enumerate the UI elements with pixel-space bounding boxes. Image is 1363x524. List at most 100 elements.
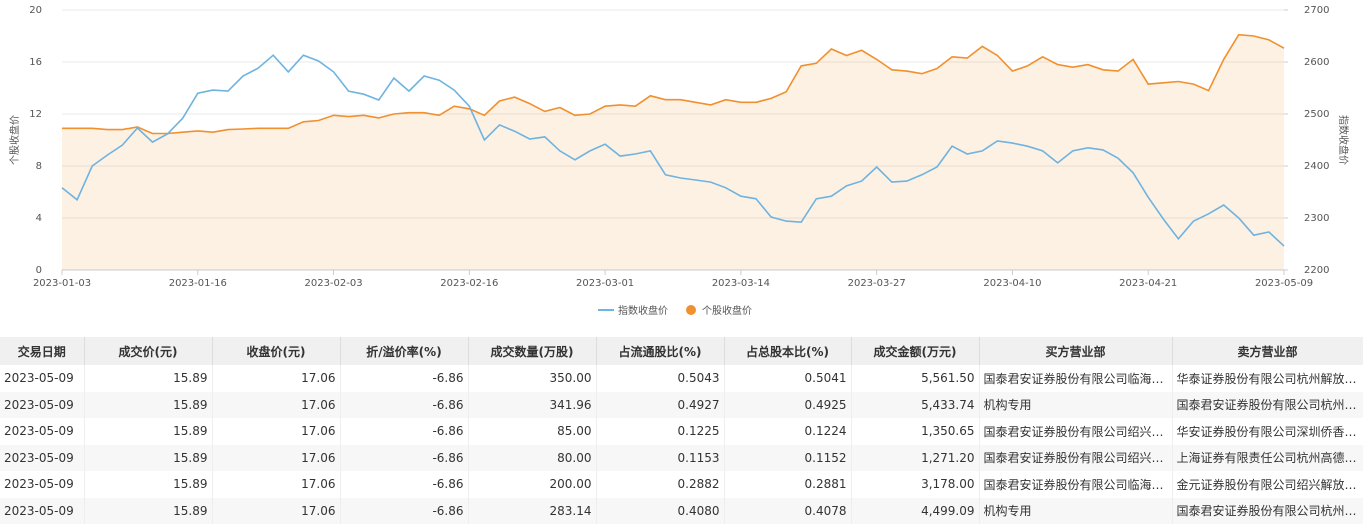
- table-cell: -6.86: [340, 471, 468, 498]
- table-cell: 国泰君安证券股份有限公司绍兴…: [979, 418, 1172, 445]
- y-tick-label: 4: [36, 213, 42, 224]
- table-cell: 15.89: [84, 365, 212, 392]
- y2-tick-label: 2700: [1304, 5, 1329, 16]
- table-cell: 85.00: [468, 418, 596, 445]
- table-cell: 金元证券股份有限公司绍兴解放…: [1172, 471, 1363, 498]
- table-cell: 17.06: [212, 471, 340, 498]
- table-cell: 机构专用: [979, 498, 1172, 524]
- y-tick-label: 16: [29, 57, 42, 68]
- table-cell: 机构专用: [979, 392, 1172, 419]
- table-cell: 0.4078: [724, 498, 851, 524]
- header-row: 交易日期成交价(元)收盘价(元)折/溢价率(%)成交数量(万股)占流通股比(%)…: [0, 337, 1363, 365]
- table-cell: 2023-05-09: [0, 365, 84, 392]
- table-cell: 华安证券股份有限公司深圳侨香…: [1172, 418, 1363, 445]
- table-cell: 上海证券有限责任公司杭州高德…: [1172, 445, 1363, 472]
- table-cell: 0.1152: [724, 445, 851, 472]
- chart: 个股收盘价 指数收盘价 0 4 8 12 16 20 2200 2300 2400 2500 260…: [0, 0, 1363, 330]
- table-cell: 1,271.20: [851, 445, 979, 472]
- table-cell: 2023-05-09: [0, 418, 84, 445]
- y-tick-label: 0: [36, 265, 42, 276]
- x-tick-label: 2023-01-03: [33, 278, 91, 289]
- table-cell: 0.4927: [596, 392, 724, 419]
- column-header: 卖方营业部: [1172, 337, 1363, 365]
- table-cell: 4,499.09: [851, 498, 979, 524]
- table-cell: 341.96: [468, 392, 596, 419]
- table-cell: 华泰证券股份有限公司杭州解放…: [1172, 365, 1363, 392]
- table-cell: 0.1225: [596, 418, 724, 445]
- table-cell: 2023-05-09: [0, 498, 84, 524]
- table-cell: 0.2882: [596, 471, 724, 498]
- table-cell: 国泰君安证券股份有限公司绍兴…: [979, 445, 1172, 472]
- column-header: 折/溢价率(%): [340, 337, 468, 365]
- area: [62, 35, 1284, 270]
- table-cell: 15.89: [84, 392, 212, 419]
- y2-tick-label: 2400: [1304, 161, 1329, 172]
- table-cell: -6.86: [340, 498, 468, 524]
- table-cell: -6.86: [340, 445, 468, 472]
- table-cell: 0.5043: [596, 365, 724, 392]
- table-cell: 15.89: [84, 498, 212, 524]
- table-cell: 国泰君安证券股份有限公司杭州…: [1172, 498, 1363, 524]
- x-tick-label: 2023-02-16: [440, 278, 498, 289]
- x-tick-label: 2023-01-16: [169, 278, 227, 289]
- column-header: 成交数量(万股): [468, 337, 596, 365]
- table-cell: 国泰君安证券股份有限公司杭州…: [1172, 392, 1363, 419]
- y-axis-label: 个股收盘价: [8, 115, 21, 165]
- table-cell: 0.1153: [596, 445, 724, 472]
- table-cell: 0.4080: [596, 498, 724, 524]
- table-cell: 283.14: [468, 498, 596, 524]
- table-cell: 0.1224: [724, 418, 851, 445]
- x-tick-label: 2023-04-21: [1119, 278, 1177, 289]
- y-tick-label: 20: [29, 5, 42, 16]
- y2-tick-label: 2500: [1304, 109, 1329, 120]
- table-cell: 15.89: [84, 418, 212, 445]
- legend-marker: [686, 305, 696, 315]
- column-header: 成交金额(万元): [851, 337, 979, 365]
- x-tick-label: 2023-03-27: [848, 278, 906, 289]
- table-cell: 17.06: [212, 392, 340, 419]
- table-cell: 0.4925: [724, 392, 851, 419]
- table-cell: 15.89: [84, 445, 212, 472]
- table-cell: -6.86: [340, 418, 468, 445]
- table-cell: 200.00: [468, 471, 596, 498]
- x-tick-label: 2023-05-09: [1255, 278, 1313, 289]
- column-header: 买方营业部: [979, 337, 1172, 365]
- table-cell: 2023-05-09: [0, 471, 84, 498]
- y2-axis-label: 指数收盘价: [1337, 115, 1350, 165]
- table-cell: 17.06: [212, 418, 340, 445]
- x-tick-label: 2023-03-14: [712, 278, 770, 289]
- table-cell: 0.5041: [724, 365, 851, 392]
- table-cell: 2023-05-09: [0, 392, 84, 419]
- y2-tick-label: 2300: [1304, 213, 1329, 224]
- y2-tick-label: 2200: [1304, 265, 1329, 276]
- table-cell: 17.06: [212, 365, 340, 392]
- table-cell: 5,561.50: [851, 365, 979, 392]
- y-tick-label: 8: [36, 161, 42, 172]
- table-cell: 5,433.74: [851, 392, 979, 419]
- x-tick-label: 2023-04-10: [983, 278, 1041, 289]
- table-cell: 2023-05-09: [0, 445, 84, 472]
- legend-label: 指数收盘价: [618, 304, 668, 317]
- y-tick-label: 12: [29, 109, 42, 120]
- column-header: 收盘价(元): [212, 337, 340, 365]
- y2-tick-label: 2600: [1304, 57, 1329, 68]
- table-cell: -6.86: [340, 365, 468, 392]
- column-header: 占流通股比(%): [596, 337, 724, 365]
- table-cell: 0.2881: [724, 471, 851, 498]
- trade-table: 交易日期成交价(元)收盘价(元)折/溢价率(%)成交数量(万股)占流通股比(%)…: [0, 337, 1363, 524]
- column-header: 成交价(元): [84, 337, 212, 365]
- table-cell: 国泰君安证券股份有限公司临海…: [979, 365, 1172, 392]
- table-cell: -6.86: [340, 392, 468, 419]
- table-cell: 3,178.00: [851, 471, 979, 498]
- table-cell: 350.00: [468, 365, 596, 392]
- table-cell: 17.06: [212, 445, 340, 472]
- x-tick-label: 2023-02-03: [304, 278, 362, 289]
- table-cell: 17.06: [212, 498, 340, 524]
